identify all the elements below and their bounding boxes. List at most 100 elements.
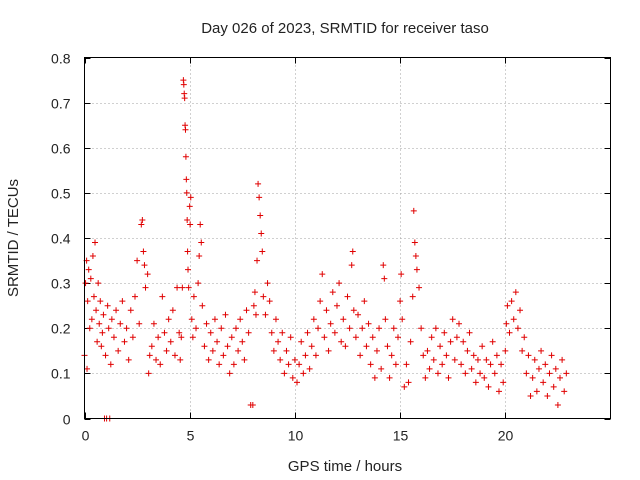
data-point bbox=[279, 329, 286, 336]
data-point bbox=[224, 343, 231, 350]
data-point bbox=[145, 370, 152, 377]
data-point bbox=[190, 293, 197, 300]
data-point bbox=[163, 347, 170, 354]
data-point bbox=[405, 379, 412, 386]
data-point bbox=[422, 374, 429, 381]
data-point bbox=[125, 356, 132, 363]
data-point bbox=[531, 356, 538, 363]
data-point bbox=[380, 262, 387, 269]
data-point bbox=[514, 325, 521, 332]
data-point bbox=[285, 361, 292, 368]
data-point bbox=[483, 356, 490, 363]
data-point bbox=[445, 374, 452, 381]
data-point bbox=[413, 266, 420, 273]
data-point bbox=[508, 298, 515, 305]
data-point bbox=[449, 316, 456, 323]
data-point bbox=[304, 329, 311, 336]
data-point bbox=[195, 280, 202, 287]
plot-frame bbox=[84, 57, 611, 419]
data-point bbox=[107, 361, 114, 368]
data-point bbox=[199, 302, 206, 309]
data-point bbox=[321, 334, 328, 341]
data-point bbox=[382, 316, 389, 323]
data-point bbox=[331, 329, 338, 336]
data-point bbox=[403, 361, 410, 368]
data-point bbox=[97, 298, 104, 305]
data-point bbox=[182, 126, 189, 133]
data-point bbox=[557, 374, 564, 381]
data-point bbox=[187, 221, 194, 228]
data-point bbox=[153, 356, 160, 363]
data-point bbox=[498, 361, 505, 368]
y-tick-label: 0.5 bbox=[51, 186, 71, 202]
data-point bbox=[397, 298, 404, 305]
data-point bbox=[281, 370, 288, 377]
data-point bbox=[401, 383, 408, 390]
data-point bbox=[201, 343, 208, 350]
data-point bbox=[193, 325, 200, 332]
data-point bbox=[197, 221, 204, 228]
data-point bbox=[99, 329, 106, 336]
data-point bbox=[474, 356, 481, 363]
data-point bbox=[235, 347, 242, 354]
data-point bbox=[317, 298, 324, 305]
data-point bbox=[185, 266, 192, 273]
data-point bbox=[481, 374, 488, 381]
data-point bbox=[89, 253, 96, 260]
data-point bbox=[329, 289, 336, 296]
data-point bbox=[306, 365, 313, 372]
data-point bbox=[144, 271, 151, 278]
data-point bbox=[141, 262, 148, 269]
data-point bbox=[371, 374, 378, 381]
data-point bbox=[183, 189, 190, 196]
data-point bbox=[472, 379, 479, 386]
data-point bbox=[470, 352, 477, 359]
data-point bbox=[178, 334, 185, 341]
data-point bbox=[443, 352, 450, 359]
data-point bbox=[323, 307, 330, 314]
data-point bbox=[171, 352, 178, 359]
data-point bbox=[207, 329, 214, 336]
data-point bbox=[127, 307, 134, 314]
data-point bbox=[209, 347, 216, 354]
data-point bbox=[139, 216, 146, 223]
data-point bbox=[203, 320, 210, 327]
data-point bbox=[228, 334, 235, 341]
data-markers bbox=[81, 77, 570, 422]
data-point bbox=[272, 316, 279, 323]
y-tick-label: 0.6 bbox=[51, 141, 71, 157]
data-point bbox=[493, 352, 500, 359]
data-point bbox=[239, 338, 246, 345]
data-point bbox=[108, 316, 115, 323]
data-point bbox=[129, 334, 136, 341]
data-point bbox=[260, 293, 267, 300]
data-point bbox=[249, 401, 256, 408]
data-point bbox=[188, 316, 195, 323]
data-point bbox=[93, 307, 100, 314]
data-point bbox=[361, 298, 368, 305]
data-point bbox=[409, 293, 416, 300]
data-point bbox=[529, 374, 536, 381]
axis-ticks bbox=[84, 57, 611, 420]
y-tick-label: 0.1 bbox=[51, 366, 71, 382]
y-tick-label: 0 bbox=[63, 412, 71, 428]
data-point bbox=[87, 275, 94, 282]
data-point bbox=[428, 334, 435, 341]
data-point bbox=[456, 320, 463, 327]
data-point bbox=[453, 334, 460, 341]
data-point bbox=[146, 352, 153, 359]
data-point bbox=[510, 316, 517, 323]
data-point bbox=[86, 325, 93, 332]
data-point bbox=[517, 307, 524, 314]
data-point bbox=[90, 293, 97, 300]
data-point bbox=[134, 257, 141, 264]
data-point bbox=[181, 95, 188, 102]
data-point bbox=[256, 194, 263, 201]
y-axis-label: SRMTID / TECUs bbox=[5, 179, 22, 297]
data-point bbox=[165, 316, 172, 323]
data-point bbox=[381, 275, 388, 282]
data-point bbox=[140, 248, 147, 255]
data-point bbox=[349, 248, 356, 255]
data-point bbox=[399, 316, 406, 323]
data-point bbox=[251, 289, 258, 296]
